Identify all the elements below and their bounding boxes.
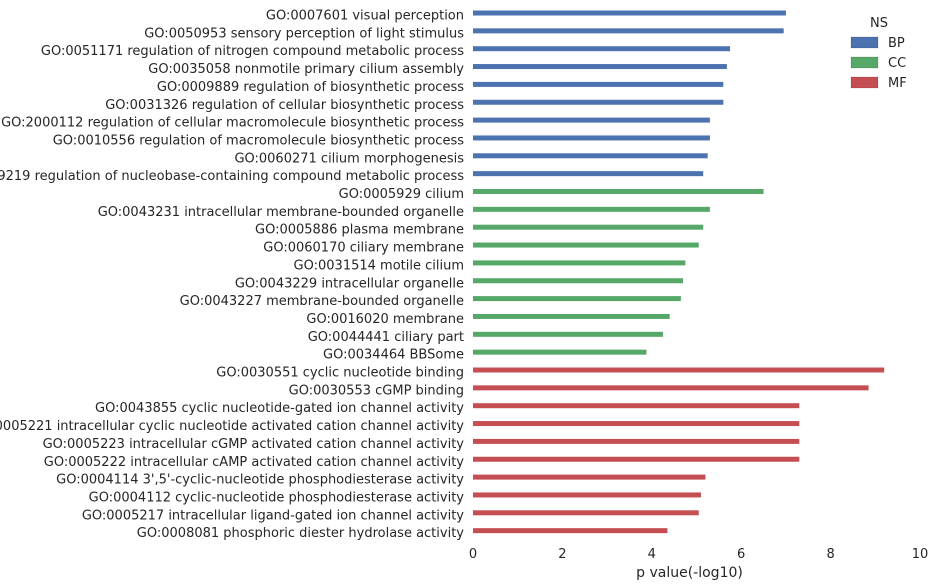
bar-cc — [473, 260, 686, 266]
bar-bp — [473, 117, 710, 123]
bar-bp — [473, 171, 704, 177]
category-label: GO:0043229 intracellular organelle — [235, 276, 464, 291]
bar-bp — [473, 153, 708, 159]
bar-cc — [473, 206, 710, 212]
category-label: GO:0031514 motile cilium — [294, 258, 464, 273]
category-label: GO:0030551 cyclic nucleotide binding — [216, 366, 464, 381]
category-label: GO:2000112 regulation of cellular macrom… — [1, 116, 464, 131]
bar-mf — [473, 510, 699, 516]
bar-mf — [473, 367, 885, 373]
category-label: GO:0034464 BBSome — [323, 348, 464, 363]
legend-label-cc: CC — [888, 56, 906, 71]
bar-bp — [473, 99, 724, 105]
x-tick-label: 8 — [826, 547, 834, 562]
bar-cc — [473, 242, 699, 248]
legend-title: NS — [870, 16, 888, 31]
bar-mf — [473, 421, 800, 427]
bar-bp — [473, 10, 786, 16]
x-tick-label: 4 — [648, 547, 656, 562]
category-label: GO:0043227 membrane-bounded organelle — [180, 294, 464, 309]
bar-bp — [473, 46, 731, 52]
x-tick-labels-group: 0 2 4 6 8 10 — [469, 547, 928, 562]
category-label: GO:0007601 visual perception — [266, 9, 464, 24]
bar-mf — [473, 403, 800, 409]
category-label: GO:0044441 ciliary part — [308, 330, 464, 345]
bar-cc — [473, 349, 647, 355]
bar-bp — [473, 135, 710, 141]
category-label: GO:0005221 intracellular cyclic nucleoti… — [0, 419, 464, 434]
category-label: GO:0009889 regulation of biosynthetic pr… — [157, 80, 464, 95]
category-label: GO:0031326 regulation of cellular biosyn… — [105, 98, 464, 113]
bar-bp — [473, 64, 727, 70]
bar-mf — [473, 528, 668, 534]
legend-swatch-bp — [850, 36, 879, 49]
category-label: GO:0043231 intracellular membrane-bounde… — [98, 205, 464, 220]
bar-cc — [473, 313, 670, 319]
category-label: GO:0008081 phosphoric diester hydrolase … — [137, 526, 464, 541]
bar-cc — [473, 331, 663, 337]
legend: NS BP CC MF — [850, 16, 907, 91]
category-label: GO:0005886 plasma membrane — [255, 223, 464, 238]
bars-group — [473, 10, 885, 534]
x-tick-label: 6 — [737, 547, 745, 562]
category-label: GO:0004114 3',5'-cyclic-nucleotide phosp… — [56, 473, 464, 488]
bar-mf — [473, 385, 869, 391]
category-label: GO:0060271 cilium morphogenesis — [234, 151, 464, 166]
bar-bp — [473, 81, 724, 87]
x-tick-label: 0 — [469, 547, 477, 562]
category-label: GO:0051171 regulation of nitrogen compou… — [41, 44, 464, 59]
category-label: GO:0043855 cyclic nucleotide-gated ion c… — [95, 401, 464, 416]
category-label: GO:0005222 intracellular cAMP activated … — [44, 455, 465, 470]
category-label: GO:0016020 membrane — [306, 312, 464, 327]
legend-swatch-cc — [850, 56, 879, 69]
legend-label-mf: MF — [888, 76, 907, 91]
bar-cc — [473, 296, 681, 302]
category-label: GO:0005929 cilium — [339, 187, 464, 202]
category-label: GO:0005223 intracellular cGMP activated … — [43, 437, 465, 452]
category-label: GO:0050953 sensory perception of light s… — [144, 26, 464, 41]
bar-mf — [473, 492, 701, 498]
x-tick-label: 10 — [912, 547, 929, 562]
bar-bp — [473, 28, 784, 34]
category-label: GO:0004112 cyclic-nucleotide phosphodies… — [89, 490, 465, 505]
bar-cc — [473, 224, 704, 230]
bar-mf — [473, 456, 800, 462]
category-label: GO:0005217 intracellular ligand-gated io… — [82, 508, 464, 523]
bar-cc — [473, 189, 764, 194]
category-label: GO:0019219 regulation of nucleobase-cont… — [0, 169, 464, 184]
legend-swatch-mf — [850, 76, 879, 89]
bar-mf — [473, 474, 706, 480]
bar-cc — [473, 278, 684, 284]
category-label: GO:0030553 cGMP binding — [289, 383, 464, 398]
category-label: GO:0010556 regulation of macromolecule b… — [53, 133, 464, 148]
category-labels-group: GO:0007601 visual perception GO:0050953 s… — [0, 9, 464, 542]
x-tick-label: 2 — [558, 547, 566, 562]
x-axis-title: p value(-log10) — [636, 565, 743, 581]
category-label: GO:0035058 nonmotile primary cilium asse… — [148, 62, 464, 77]
legend-label-bp: BP — [888, 36, 905, 51]
category-label: GO:0060170 ciliary membrane — [263, 241, 464, 256]
bar-mf — [473, 438, 800, 444]
